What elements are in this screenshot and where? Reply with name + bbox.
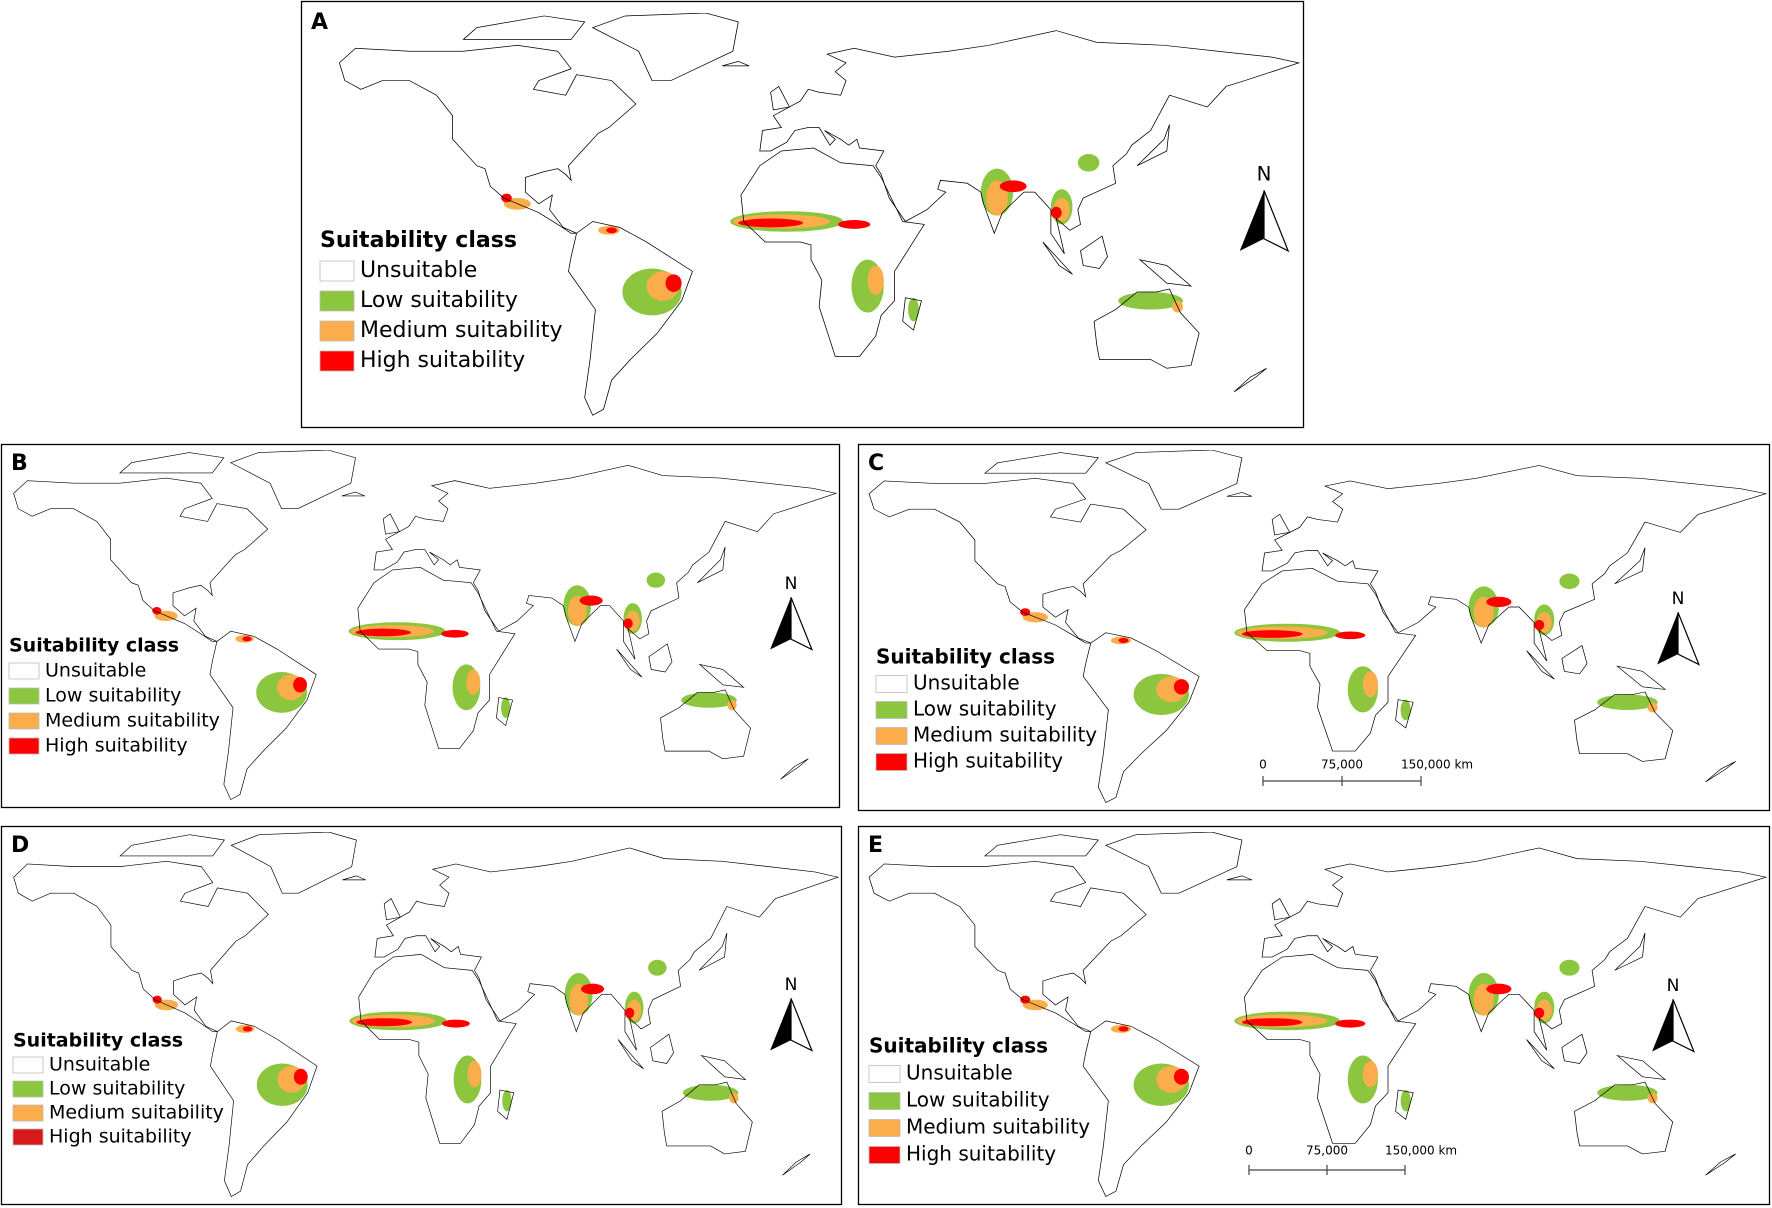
- legend-label: Unsuitable: [360, 258, 477, 283]
- panel-label: D: [11, 833, 29, 858]
- legend-label: Unsuitable: [906, 1061, 1013, 1085]
- north-label: N: [785, 574, 798, 594]
- legend-swatch: [875, 727, 908, 745]
- legend-label: Medium suitability: [360, 318, 563, 343]
- scale-label: 0: [1245, 1144, 1253, 1158]
- north-arrow-right: [1677, 612, 1701, 666]
- legend-swatch: [868, 1146, 901, 1164]
- scale-label: 150,000 km: [1401, 758, 1473, 772]
- map-panel: B Suitability class Unsuitable Low suitabil…: [0, 443, 841, 809]
- legend-label: Medium suitability: [906, 1115, 1090, 1139]
- legend-label: Low suitability: [906, 1088, 1050, 1112]
- legend-title: Suitability class: [876, 645, 1055, 669]
- legend-swatch: [868, 1119, 901, 1137]
- north-label: N: [1672, 589, 1685, 609]
- legend-swatch: [319, 350, 355, 372]
- legend-label: High suitability: [913, 749, 1063, 773]
- legend-swatch: [868, 1065, 901, 1083]
- scale-label: 75,000: [1306, 1144, 1348, 1158]
- legend-swatch: [875, 701, 908, 719]
- north-arrow-right: [1263, 190, 1290, 253]
- north-label: N: [1257, 163, 1272, 186]
- legend-swatch: [8, 687, 40, 705]
- legend-title: Suitability class: [320, 228, 517, 253]
- legend-swatch: [868, 1092, 901, 1110]
- legend-swatch: [12, 1104, 44, 1122]
- legend-label: High suitability: [360, 348, 525, 373]
- legend-label: Medium suitability: [913, 723, 1097, 747]
- north-arrow-right: [1672, 999, 1696, 1053]
- legend-label: Low suitability: [45, 685, 181, 707]
- map-panel: E Suitability class Unsuitable Low suitabil…: [857, 825, 1771, 1206]
- north-arrow-left: [1657, 612, 1678, 665]
- scale-label: 0: [1259, 758, 1267, 772]
- legend-swatch: [875, 753, 908, 771]
- legend-label: High suitability: [49, 1126, 192, 1148]
- legend-swatch: [8, 662, 40, 680]
- legend-label: Unsuitable: [45, 660, 146, 682]
- panel-label: E: [868, 833, 883, 858]
- legend-swatch: [319, 320, 355, 342]
- legend-swatch: [8, 712, 40, 730]
- legend-label: Low suitability: [49, 1078, 185, 1100]
- legend-label: Unsuitable: [913, 671, 1020, 695]
- panel-label: A: [311, 10, 328, 35]
- legend-label: Low suitability: [360, 288, 518, 313]
- legend-label: Low suitability: [913, 697, 1057, 721]
- north-arrow-left: [770, 597, 791, 650]
- scale-label: 150,000 km: [1385, 1144, 1457, 1158]
- legend-label: Unsuitable: [49, 1054, 150, 1076]
- legend-title: Suitability class: [869, 1034, 1048, 1058]
- legend-swatch: [875, 675, 908, 693]
- legend-label: High suitability: [45, 735, 188, 757]
- north-label: N: [1667, 976, 1680, 996]
- north-arrow-right: [790, 998, 814, 1052]
- map-panel: A Suitability class Unsuitable Low suitabil…: [300, 0, 1305, 429]
- scale-label: 75,000: [1321, 758, 1363, 772]
- legend-label: Medium suitability: [49, 1102, 224, 1124]
- north-arrow-left: [770, 998, 791, 1051]
- legend-swatch: [12, 1128, 44, 1146]
- legend-swatch: [319, 260, 355, 282]
- panel-label: B: [11, 451, 28, 476]
- legend-swatch: [12, 1080, 44, 1098]
- north-label: N: [785, 975, 798, 995]
- legend-swatch: [8, 737, 40, 755]
- legend-label: Medium suitability: [45, 710, 220, 732]
- panel-label: C: [868, 451, 884, 476]
- legend-swatch: [12, 1056, 44, 1074]
- north-arrow-left: [1652, 999, 1673, 1052]
- north-arrow-right: [790, 597, 814, 651]
- legend-label: High suitability: [906, 1142, 1056, 1166]
- legend-swatch: [319, 290, 355, 312]
- legend-title: Suitability class: [9, 635, 179, 657]
- legend-title: Suitability class: [13, 1030, 183, 1052]
